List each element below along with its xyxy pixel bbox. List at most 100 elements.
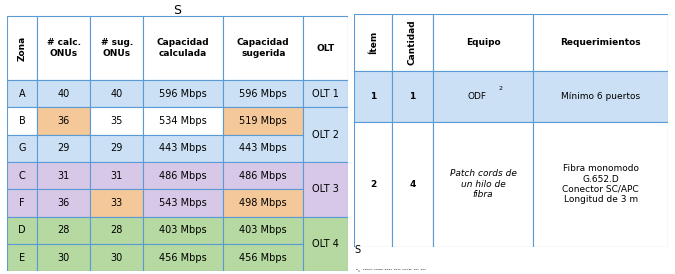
Bar	[7, 244, 37, 271]
Text: 36: 36	[58, 116, 70, 126]
Text: Patch cords de
un hilo de
fibra: Patch cords de un hilo de fibra	[450, 169, 516, 199]
Bar	[303, 16, 348, 80]
Bar	[223, 16, 303, 80]
Bar	[303, 107, 348, 162]
Text: ODF: ODF	[467, 92, 486, 101]
Text: C: C	[19, 171, 26, 181]
Bar	[223, 217, 303, 244]
Bar	[90, 135, 143, 162]
Text: 498 Mbps: 498 Mbps	[240, 198, 287, 208]
Bar	[90, 80, 143, 107]
Bar	[37, 189, 90, 217]
Bar	[392, 122, 433, 247]
Text: 403 Mbps: 403 Mbps	[240, 225, 287, 235]
Bar	[143, 80, 223, 107]
Bar	[303, 162, 348, 217]
Text: Capacidad
calculada: Capacidad calculada	[157, 38, 209, 58]
Text: OLT 3: OLT 3	[312, 184, 339, 194]
Bar	[7, 107, 37, 135]
Text: A: A	[19, 89, 26, 99]
Bar	[37, 135, 90, 162]
Bar	[223, 107, 303, 135]
Text: S: S	[354, 245, 360, 255]
Text: OLT 2: OLT 2	[312, 130, 339, 140]
Text: G: G	[18, 143, 26, 153]
Text: Requerimientos: Requerimientos	[560, 38, 641, 47]
Text: ᵉₛ  ᵀᵃᴸᴷᴺ ᴹᴻᴼᴾ ᵃᵀᵃᵀ ᵃᵀᵀᴸ ᴹᴸᴷᵃᴸ ᵃᵀᴸ ᵃᵀᴸ: ᵉₛ ᵀᵃᴸᴷᴺ ᴹᴻᴼᴾ ᵃᵀᵃᵀ ᵃᵀᵀᴸ ᴹᴸᴷᵃᴸ ᵃᵀᴸ ᵃᵀᴸ	[356, 268, 426, 273]
Bar	[433, 122, 533, 247]
Text: # sug.
ONUs: # sug. ONUs	[101, 38, 133, 58]
Bar	[143, 135, 223, 162]
Text: 1: 1	[370, 92, 377, 101]
Bar	[303, 80, 348, 107]
Text: 519 Mbps: 519 Mbps	[240, 116, 287, 126]
Text: Equipo: Equipo	[466, 38, 500, 47]
Bar	[392, 71, 433, 122]
Bar	[143, 107, 223, 135]
Bar	[143, 217, 223, 244]
Text: Fibra monomodo
G.652.D
Conector SC/APC
Longitud de 3 m: Fibra monomodo G.652.D Conector SC/APC L…	[562, 164, 639, 204]
Text: 443 Mbps: 443 Mbps	[159, 143, 207, 153]
Text: 543 Mbps: 543 Mbps	[159, 198, 207, 208]
Bar	[7, 217, 37, 244]
Bar	[7, 135, 37, 162]
Text: 486 Mbps: 486 Mbps	[159, 171, 207, 181]
Bar	[223, 162, 303, 189]
Text: 33: 33	[111, 198, 123, 208]
Text: 36: 36	[58, 198, 70, 208]
Bar	[223, 80, 303, 107]
Bar	[90, 217, 143, 244]
Text: 486 Mbps: 486 Mbps	[240, 171, 287, 181]
Bar	[354, 14, 392, 71]
Bar	[223, 135, 303, 162]
Text: 40: 40	[58, 89, 70, 99]
Text: OLT: OLT	[317, 44, 335, 53]
Text: 596 Mbps: 596 Mbps	[240, 89, 287, 99]
Text: 28: 28	[111, 225, 123, 235]
Bar	[37, 107, 90, 135]
Text: 443 Mbps: 443 Mbps	[240, 143, 287, 153]
Bar	[143, 162, 223, 189]
Text: Cantidad: Cantidad	[408, 19, 417, 65]
Bar	[223, 244, 303, 271]
Text: 403 Mbps: 403 Mbps	[159, 225, 207, 235]
Text: 2: 2	[498, 86, 502, 91]
Bar	[533, 14, 668, 71]
Text: # calc.
ONUs: # calc. ONUs	[47, 38, 81, 58]
Bar	[143, 16, 223, 80]
Bar	[37, 244, 90, 271]
Text: B: B	[19, 116, 26, 126]
Bar	[37, 162, 90, 189]
Bar	[303, 217, 348, 271]
Text: D: D	[18, 225, 26, 235]
Text: Capacidad
sugerida: Capacidad sugerida	[237, 38, 290, 58]
Text: 28: 28	[57, 225, 70, 235]
Bar	[354, 122, 392, 247]
Text: F: F	[20, 198, 25, 208]
Text: Zona: Zona	[18, 36, 26, 61]
Text: 29: 29	[57, 143, 70, 153]
Bar	[37, 80, 90, 107]
Bar	[533, 122, 668, 247]
Text: 40: 40	[111, 89, 123, 99]
Text: 35: 35	[111, 116, 123, 126]
Bar	[143, 189, 223, 217]
Text: 30: 30	[58, 253, 70, 262]
Text: 29: 29	[111, 143, 123, 153]
Text: 456 Mbps: 456 Mbps	[240, 253, 287, 262]
Bar	[533, 71, 668, 122]
Text: OLT 1: OLT 1	[312, 89, 339, 99]
Text: 1: 1	[409, 92, 416, 101]
Bar	[37, 16, 90, 80]
Bar	[90, 162, 143, 189]
Bar	[7, 16, 37, 80]
Bar	[223, 189, 303, 217]
Text: 534 Mbps: 534 Mbps	[159, 116, 207, 126]
Text: 31: 31	[111, 171, 123, 181]
Bar	[7, 189, 37, 217]
Text: 2: 2	[370, 180, 377, 189]
Bar	[143, 244, 223, 271]
Text: 30: 30	[111, 253, 123, 262]
Bar	[7, 162, 37, 189]
Bar	[7, 80, 37, 107]
